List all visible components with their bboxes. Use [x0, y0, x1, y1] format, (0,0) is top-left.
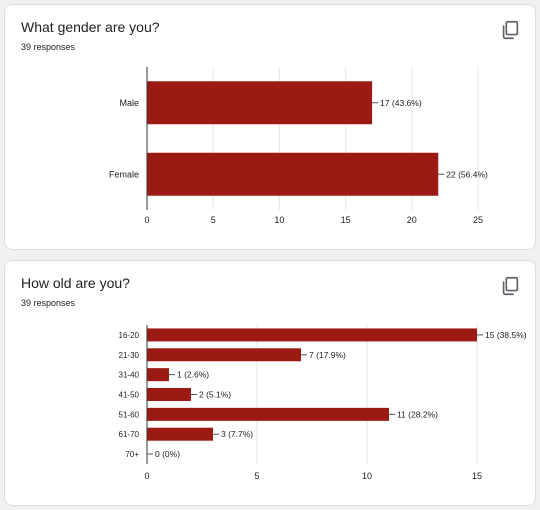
category-label: 70+ [125, 450, 139, 459]
gender-question-card: What gender are you? 39 responses 0 5 10 15… [4, 4, 536, 250]
data-label: 7 (17.9%) [309, 350, 346, 360]
x-tick-label: 5 [211, 215, 216, 225]
bar [147, 368, 169, 382]
data-label: 0 (0%) [155, 449, 180, 459]
data-label: 11 (28.2%) [397, 409, 438, 419]
data-label: 2 (5.1%) [199, 390, 231, 400]
copy-icon [502, 276, 519, 296]
gender-bar-chart: 0 5 10 15 20 25 Male 17 (43.6%) Female 22 (56.4%) [109, 67, 488, 225]
question-title: What gender are you? [21, 19, 160, 35]
copy-chart-button[interactable] [499, 19, 521, 41]
category-label: Female [109, 169, 139, 179]
response-count: 39 responses [21, 42, 76, 52]
x-tick-label: 10 [362, 471, 372, 481]
data-label: 15 (38.5%) [485, 330, 527, 340]
data-label: 22 (56.4%) [446, 169, 488, 179]
category-label: Male [119, 98, 139, 108]
data-label: 17 (43.6%) [380, 98, 422, 108]
category-label: 51-60 [119, 410, 140, 419]
category-label: 16-20 [119, 331, 140, 340]
question-title: How old are you? [21, 275, 130, 291]
category-label: 41-50 [119, 391, 140, 400]
bar [147, 407, 389, 421]
bar [147, 427, 213, 441]
x-tick-label: 15 [472, 471, 482, 481]
bar [147, 328, 477, 342]
age-question-card: How old are you? 39 responses 0 5 10 15 16-2… [4, 260, 536, 506]
bar [147, 348, 301, 362]
x-tick-label: 10 [274, 215, 284, 225]
bar [147, 152, 439, 196]
bar [147, 81, 373, 125]
data-label: 1 (2.6%) [177, 370, 209, 380]
copy-chart-button[interactable] [499, 275, 521, 297]
x-tick-label: 5 [254, 471, 259, 481]
copy-icon [502, 20, 519, 40]
category-label: 31-40 [119, 371, 140, 380]
bar [147, 388, 191, 401]
response-count: 39 responses [21, 298, 76, 308]
data-label: 3 (7.7%) [221, 429, 253, 439]
x-tick-label: 0 [144, 215, 149, 225]
category-label: 21-30 [119, 351, 140, 360]
x-tick-label: 15 [341, 215, 351, 225]
category-label: 61-70 [119, 430, 140, 439]
age-bar-chart: 0 5 10 15 16-20 15 (38.5%) 21-30 7 (17.9%) 31-40… [119, 325, 527, 481]
x-tick-label: 0 [144, 471, 149, 481]
x-tick-label: 25 [473, 215, 483, 225]
x-tick-label: 20 [407, 215, 417, 225]
